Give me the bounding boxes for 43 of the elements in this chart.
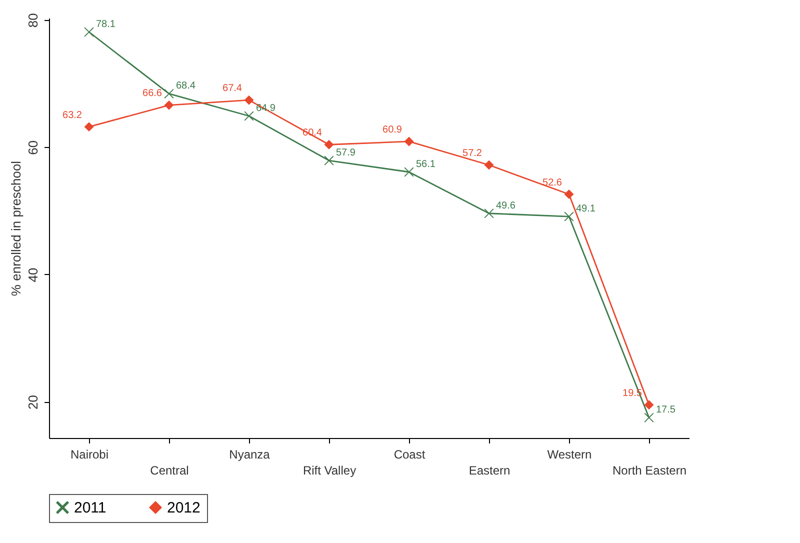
y-tick-label: 60 <box>26 140 40 155</box>
data-label: 17.5 <box>656 404 676 416</box>
point <box>84 27 94 37</box>
data-label: 60.9 <box>382 124 402 136</box>
x-tick-label: Coast <box>394 448 426 462</box>
x-tick-label: Nairobi <box>70 448 109 462</box>
point <box>644 400 654 410</box>
y-tick-label: 80 <box>26 13 40 28</box>
data-label: 78.1 <box>96 19 116 30</box>
point <box>244 111 254 121</box>
data-label: 68.4 <box>176 80 196 92</box>
data-label: 63.2 <box>62 110 82 121</box>
point <box>564 190 574 200</box>
data-label: 49.1 <box>576 204 596 215</box>
point <box>164 100 174 110</box>
x-tick-label: Western <box>547 448 592 462</box>
x-tick-label: North Eastern <box>612 464 687 478</box>
point <box>404 136 414 146</box>
data-label: 66.6 <box>142 88 162 100</box>
point <box>84 122 94 132</box>
x-tick-label: Rift Valley <box>302 464 356 478</box>
data-label: 57.2 <box>462 148 482 159</box>
y-tick-label: 20 <box>26 394 40 410</box>
data-label: 57.9 <box>336 148 356 159</box>
legend-label: 2011 <box>74 500 106 517</box>
point <box>244 95 254 105</box>
data-label: 52.6 <box>542 177 562 188</box>
data-label: 56.1 <box>416 159 436 170</box>
point <box>324 140 334 150</box>
point <box>484 160 494 170</box>
point <box>564 212 574 222</box>
data-label: 67.4 <box>222 83 242 94</box>
point <box>324 156 334 166</box>
y-tick-label: 40 <box>26 268 40 282</box>
x-tick-label: Central <box>150 464 189 478</box>
y-axis-title: % enrolled in preschool <box>8 160 24 296</box>
point <box>644 412 654 422</box>
x-tick-label: Eastern <box>468 464 510 478</box>
point <box>484 208 494 218</box>
point <box>404 167 414 177</box>
x-tick-label: Nyanza <box>229 448 270 462</box>
legend-label: 2012 <box>167 500 200 517</box>
data-label: 49.6 <box>496 200 516 212</box>
